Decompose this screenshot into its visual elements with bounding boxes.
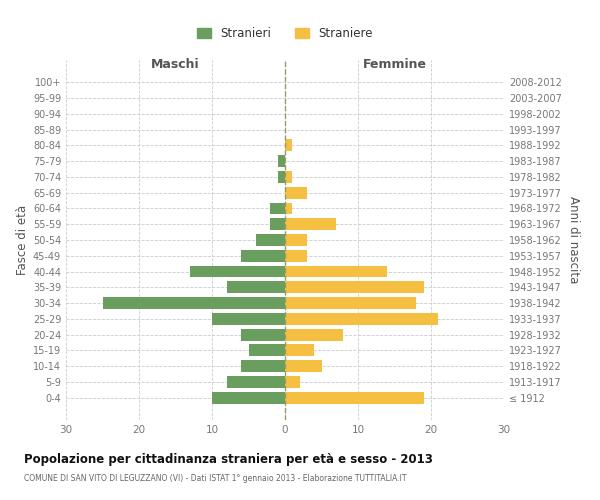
Bar	[227, 376, 285, 388]
Bar	[285, 344, 314, 356]
Bar	[103, 297, 285, 309]
Bar	[285, 297, 416, 309]
Bar	[285, 282, 424, 293]
Legend: Stranieri, Straniere: Stranieri, Straniere	[192, 22, 378, 45]
Bar	[285, 392, 424, 404]
Bar	[285, 171, 292, 183]
Bar	[285, 328, 343, 340]
Bar	[212, 313, 285, 325]
Bar	[285, 313, 438, 325]
Text: COMUNE DI SAN VITO DI LEGUZZANO (VI) - Dati ISTAT 1° gennaio 2013 - Elaborazione: COMUNE DI SAN VITO DI LEGUZZANO (VI) - D…	[24, 474, 407, 483]
Bar	[285, 202, 292, 214]
Bar	[285, 250, 307, 262]
Bar	[241, 328, 285, 340]
Bar	[271, 218, 285, 230]
Bar	[278, 155, 285, 167]
Bar	[285, 266, 387, 278]
Text: Femmine: Femmine	[362, 58, 427, 71]
Bar	[227, 282, 285, 293]
Bar	[285, 234, 307, 246]
Bar	[278, 171, 285, 183]
Bar	[285, 376, 299, 388]
Bar	[271, 202, 285, 214]
Y-axis label: Anni di nascita: Anni di nascita	[567, 196, 580, 284]
Bar	[256, 234, 285, 246]
Bar	[285, 218, 336, 230]
Bar	[212, 392, 285, 404]
Bar	[190, 266, 285, 278]
Y-axis label: Fasce di età: Fasce di età	[16, 205, 29, 275]
Text: Maschi: Maschi	[151, 58, 200, 71]
Bar	[241, 250, 285, 262]
Bar	[248, 344, 285, 356]
Bar	[285, 140, 292, 151]
Bar	[285, 360, 322, 372]
Bar	[241, 360, 285, 372]
Text: Popolazione per cittadinanza straniera per età e sesso - 2013: Popolazione per cittadinanza straniera p…	[24, 452, 433, 466]
Bar	[285, 187, 307, 198]
